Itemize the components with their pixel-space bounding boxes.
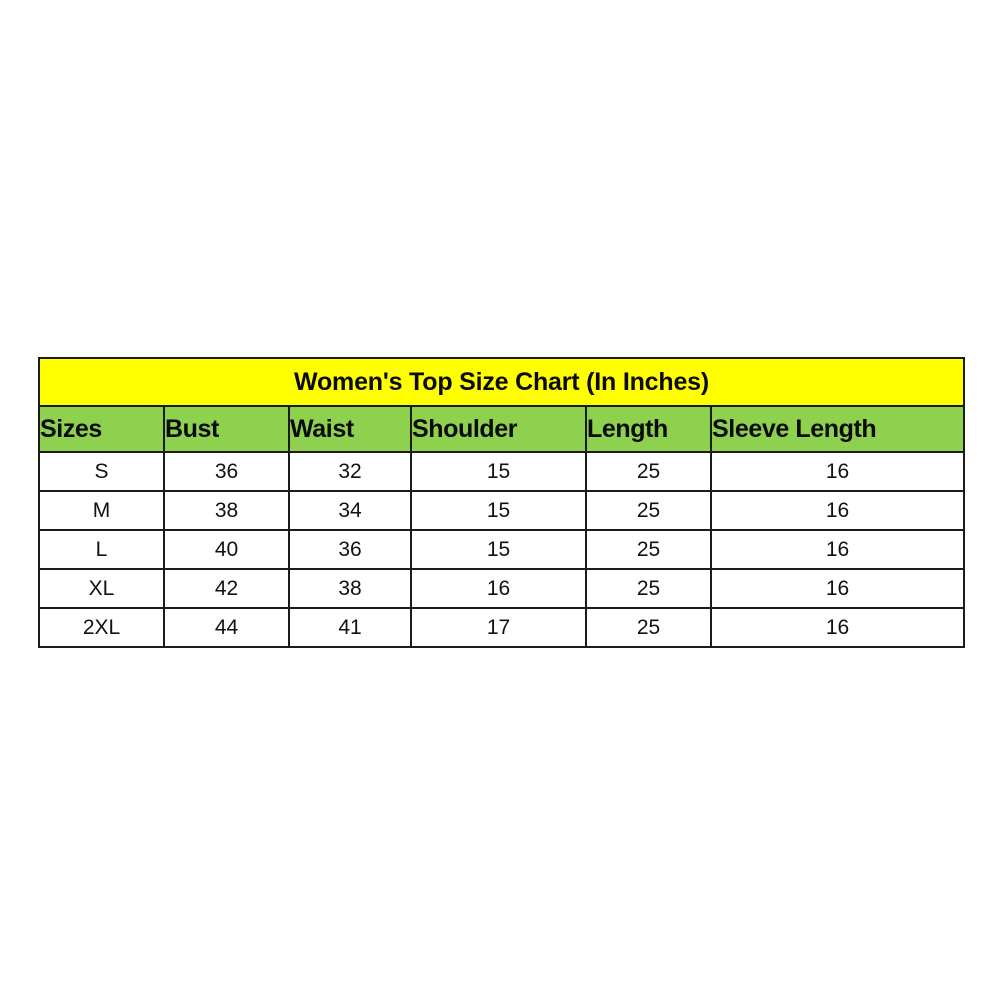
column-header-sleeve-length: Sleeve Length <box>709 405 966 453</box>
cell-length: 25 <box>585 529 712 570</box>
cell-waist: 34 <box>288 490 412 531</box>
table-row: L 40 36 15 25 16 <box>38 529 966 570</box>
size-chart-container: Women's Top Size Chart (In Inches) Sizes… <box>37 357 966 648</box>
column-header-waist: Waist <box>288 405 412 453</box>
cell-size: XL <box>38 568 165 609</box>
chart-title-row: Women's Top Size Chart (In Inches) <box>37 357 966 407</box>
cell-waist: 36 <box>288 529 412 570</box>
cell-size: 2XL <box>38 607 165 648</box>
cell-length: 25 <box>585 451 712 492</box>
column-header-row: Sizes Bust Waist Shoulder Length Sleeve … <box>38 405 966 453</box>
column-header-sizes: Sizes <box>38 405 165 453</box>
cell-shoulder: 15 <box>410 529 587 570</box>
table-row: S 36 32 15 25 16 <box>38 451 966 492</box>
cell-sleeve-length: 16 <box>709 607 966 648</box>
cell-shoulder: 17 <box>410 607 587 648</box>
cell-length: 25 <box>585 607 712 648</box>
table-row: 2XL 44 41 17 25 16 <box>38 607 966 648</box>
cell-bust: 40 <box>163 529 290 570</box>
cell-sleeve-length: 16 <box>709 529 966 570</box>
cell-waist: 41 <box>288 607 412 648</box>
cell-size: L <box>38 529 165 570</box>
cell-waist: 32 <box>288 451 412 492</box>
column-header-bust: Bust <box>163 405 290 453</box>
cell-size: S <box>38 451 165 492</box>
cell-bust: 38 <box>163 490 290 531</box>
chart-title: Women's Top Size Chart (In Inches) <box>37 357 966 407</box>
size-chart-table: Women's Top Size Chart (In Inches) Sizes… <box>37 357 966 648</box>
cell-length: 25 <box>585 490 712 531</box>
cell-shoulder: 16 <box>410 568 587 609</box>
cell-sleeve-length: 16 <box>709 490 966 531</box>
cell-size: M <box>38 490 165 531</box>
cell-sleeve-length: 16 <box>709 568 966 609</box>
cell-shoulder: 15 <box>410 490 587 531</box>
cell-bust: 36 <box>163 451 290 492</box>
cell-bust: 44 <box>163 607 290 648</box>
table-row: M 38 34 15 25 16 <box>38 490 966 531</box>
cell-length: 25 <box>585 568 712 609</box>
cell-sleeve-length: 16 <box>709 451 966 492</box>
column-header-length: Length <box>585 405 712 453</box>
cell-bust: 42 <box>163 568 290 609</box>
column-header-shoulder: Shoulder <box>410 405 587 453</box>
cell-shoulder: 15 <box>410 451 587 492</box>
cell-waist: 38 <box>288 568 412 609</box>
table-row: XL 42 38 16 25 16 <box>38 568 966 609</box>
